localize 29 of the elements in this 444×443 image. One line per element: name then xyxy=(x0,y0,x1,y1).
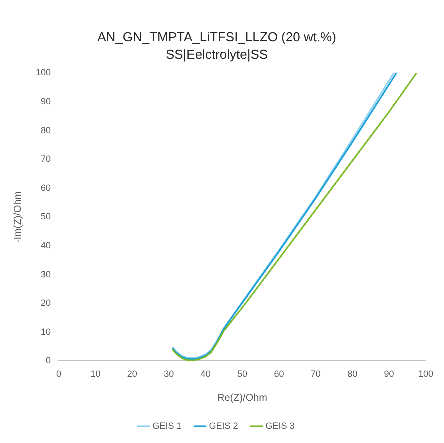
x-tick-label: 10 xyxy=(90,369,101,380)
y-tick-label: 70 xyxy=(41,154,52,164)
x-tick-label: 90 xyxy=(384,369,394,380)
x-tick-label: 30 xyxy=(164,369,174,380)
y-tick-label: 20 xyxy=(41,298,52,308)
x-tick-label: 40 xyxy=(200,369,211,380)
x-axis-title: Re(Z)/Ohm xyxy=(218,392,268,404)
y-tick-label: 40 xyxy=(41,240,52,250)
y-tick-label: 30 xyxy=(41,269,52,280)
x-tick-label: 0 xyxy=(56,369,62,380)
x-tick-label: 20 xyxy=(127,369,138,380)
y-tick-label: 50 xyxy=(41,212,52,222)
y-tick-label: 10 xyxy=(41,326,52,337)
x-tick-label: 70 xyxy=(310,369,321,380)
legend-label: GEIS 2 xyxy=(209,420,238,431)
chart-subtitle: SS|Eelctrolyte|SS xyxy=(166,46,268,62)
y-tick-label: 100 xyxy=(36,68,52,78)
x-tick-label: 50 xyxy=(238,369,248,380)
y-tick-label: 80 xyxy=(41,125,52,136)
y-axis-title: -Im(Z)/Ohm xyxy=(12,191,24,244)
x-tick-label: 80 xyxy=(348,369,358,380)
y-tick-label: 90 xyxy=(41,96,52,106)
chart-title: AN_GN_TMPTA_LiTFSI_LLZO (20 wt.%) xyxy=(98,29,336,44)
legend-label: GEIS 1 xyxy=(152,420,182,431)
x-tick-label: 100 xyxy=(418,369,434,380)
legend-label: GEIS 3 xyxy=(266,420,295,431)
y-tick-label: 0 xyxy=(46,356,52,366)
x-tick-label: 60 xyxy=(274,369,284,380)
y-tick-label: 60 xyxy=(41,182,52,193)
